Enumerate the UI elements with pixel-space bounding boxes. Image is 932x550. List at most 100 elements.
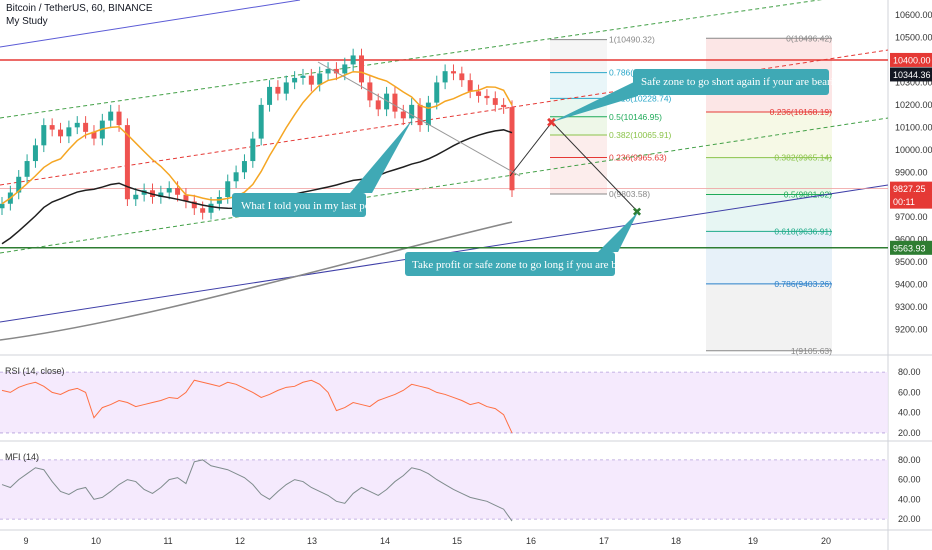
channel-upper-dashed <box>0 0 823 119</box>
candle-body <box>200 208 206 213</box>
candle-body <box>384 93 390 110</box>
candle-body <box>409 104 415 119</box>
time-tick-label: 11 <box>163 536 172 546</box>
candle-body <box>484 95 490 99</box>
callout-tail-2 <box>552 80 638 122</box>
badge-countdown: 00:11 <box>893 197 915 207</box>
price-tick-label: 10000.00 <box>895 145 932 155</box>
time-tick-label: 9 <box>23 536 28 546</box>
candle-body <box>116 111 122 126</box>
price-tick-label: 9500.00 <box>895 257 928 267</box>
candle-body <box>359 55 365 83</box>
candle-body <box>108 111 114 121</box>
mfi-tick: 60.00 <box>898 475 921 485</box>
fib-zone-right <box>706 112 832 158</box>
ma-fast-line <box>1 70 513 205</box>
candle-body <box>283 82 289 94</box>
candle-body <box>49 125 55 130</box>
price-tick-label: 10200.00 <box>895 100 932 110</box>
rsi-line <box>1 379 513 434</box>
candle-body <box>91 131 97 139</box>
badge-resistance-bg <box>890 52 932 67</box>
fib-label-right: 0.618(9636.91) <box>774 226 832 236</box>
candle-body <box>124 125 130 200</box>
rsi-tick: 60.00 <box>898 387 921 397</box>
time-tick-label: 18 <box>671 536 681 546</box>
callout-text-3: Take profit or safe zone to go long if y… <box>412 259 642 271</box>
candle-body <box>0 203 5 209</box>
price-tick-label: 9900.00 <box>895 167 928 177</box>
fib-zone-left <box>550 157 607 194</box>
candle-body <box>292 77 298 83</box>
candle-body <box>434 82 440 103</box>
ma-slow-line <box>0 221 513 341</box>
candle-body <box>233 172 239 182</box>
candle-body <box>333 68 339 74</box>
candle-body <box>241 161 247 173</box>
badge-upper-bg <box>890 67 932 82</box>
fib-label-left: 0.618(10228.74) <box>609 93 672 103</box>
callout-box-3[interactable] <box>405 252 615 276</box>
candle-body <box>24 161 30 177</box>
time-tick-label: 16 <box>526 536 536 546</box>
candle-body <box>175 188 181 195</box>
fib-label-right: 0.5(9801.02) <box>784 190 832 200</box>
candle-body <box>16 176 22 193</box>
fib-label-right: 0.786(9403.26) <box>774 279 832 289</box>
time-tick-label: 20 <box>821 536 831 546</box>
price-tick-label: 10300.00 <box>895 77 932 87</box>
callout-text-2: Safe zone to go short again if your are … <box>641 76 844 88</box>
fib-zone-right <box>706 231 832 284</box>
callout-box-2[interactable] <box>633 69 829 95</box>
channel-lower-dashed <box>0 117 889 254</box>
rsi-tick: 80.00 <box>898 367 921 377</box>
badge-countdown-bg <box>890 194 932 209</box>
projection-guide <box>317 61 521 177</box>
badge-current: 9827.25 <box>893 184 926 194</box>
callout-tail-1 <box>350 120 412 193</box>
fib-label-left: 0.236(9965.63) <box>609 153 667 163</box>
candle-body <box>300 75 306 78</box>
price-tick-label: 10600.00 <box>895 10 932 20</box>
candle-body <box>325 68 331 74</box>
candle-body <box>258 104 264 139</box>
callout-text-1: What I told you in my last post <box>241 200 378 212</box>
candle-body <box>425 102 431 126</box>
candle-body <box>41 125 47 146</box>
mfi-tick: 40.00 <box>898 494 921 504</box>
callout-box-1[interactable] <box>232 193 366 217</box>
chart-title: Bitcoin / TetherUS, 60, BINANCE <box>6 3 153 14</box>
candle-body <box>392 93 398 112</box>
candle-body <box>317 73 323 85</box>
badge-resistance: 10400.00 <box>893 55 931 65</box>
candle-body <box>442 71 448 83</box>
time-tick-label: 14 <box>380 536 390 546</box>
time-tick-label: 15 <box>452 536 462 546</box>
channel-top-line <box>0 0 301 48</box>
fib-zone-right <box>706 194 832 232</box>
rsi-tick: 40.00 <box>898 408 921 418</box>
time-tick-label: 12 <box>235 536 245 546</box>
candle-body <box>32 145 38 162</box>
candle-body <box>158 192 164 198</box>
candle-body <box>83 122 89 132</box>
mfi-tick: 80.00 <box>898 455 921 465</box>
time-tick-label: 10 <box>91 536 101 546</box>
fib-label-right: 0.236(10168.19) <box>770 107 833 117</box>
time-tick-label: 13 <box>307 536 317 546</box>
candle-body <box>400 111 406 119</box>
long-zone-marker: ✖ <box>632 205 642 219</box>
candle-body <box>492 98 498 105</box>
candle-body <box>450 71 456 74</box>
ma-long-line <box>1 129 513 245</box>
price-tick-label: 10500.00 <box>895 32 932 42</box>
price-tick-label: 10100.00 <box>895 122 932 132</box>
time-tick-label: 17 <box>599 536 609 546</box>
time-tick-label: 19 <box>748 536 758 546</box>
price-tick-label: 9400.00 <box>895 280 928 290</box>
mfi-band <box>0 459 888 520</box>
mfi-line <box>1 459 513 522</box>
candle-body <box>74 122 80 128</box>
candle-body <box>350 55 356 65</box>
